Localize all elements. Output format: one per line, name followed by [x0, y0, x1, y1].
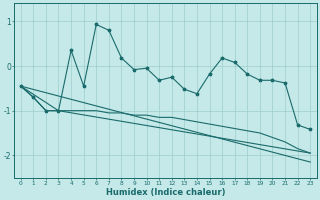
- X-axis label: Humidex (Indice chaleur): Humidex (Indice chaleur): [106, 188, 225, 197]
